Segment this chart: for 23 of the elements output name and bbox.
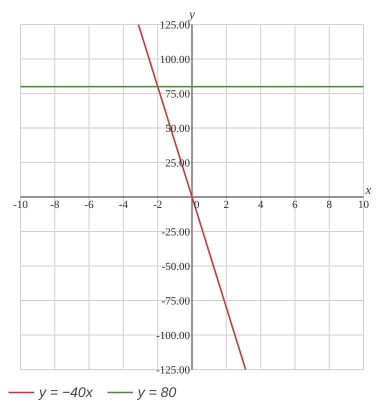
y-axis-title: y: [187, 6, 196, 22]
x-tick-label: -4: [118, 199, 128, 211]
x-axis-title: x: [364, 182, 372, 197]
legend-label: y = −40x: [39, 384, 93, 400]
x-tick-label: 4: [258, 199, 264, 211]
x-tick-label: -2: [153, 199, 162, 211]
y-tick-label: -50.00: [162, 261, 190, 273]
y-tick-label: 75.00: [165, 88, 190, 100]
y-tick-label: -25.00: [162, 226, 190, 238]
x-tick-label: 2: [224, 199, 230, 211]
x-tick-label: -8: [50, 199, 60, 211]
x-tick-label: 8: [326, 199, 332, 211]
x-tick-label: 0: [194, 199, 200, 211]
y-tick-label: -100.00: [156, 330, 190, 342]
y-tick-label: -125.00: [156, 364, 190, 376]
legend-label: y = 80: [138, 384, 176, 400]
y-tick-label: -75.00: [162, 296, 190, 308]
x-tick-label: 10: [358, 199, 370, 211]
y-tick-label: 100.00: [160, 54, 190, 66]
x-tick-label: -6: [84, 199, 94, 211]
x-tick-label: -10: [13, 199, 28, 211]
x-tick-label: 6: [292, 199, 298, 211]
y-tick-label: 125.00: [160, 20, 190, 32]
